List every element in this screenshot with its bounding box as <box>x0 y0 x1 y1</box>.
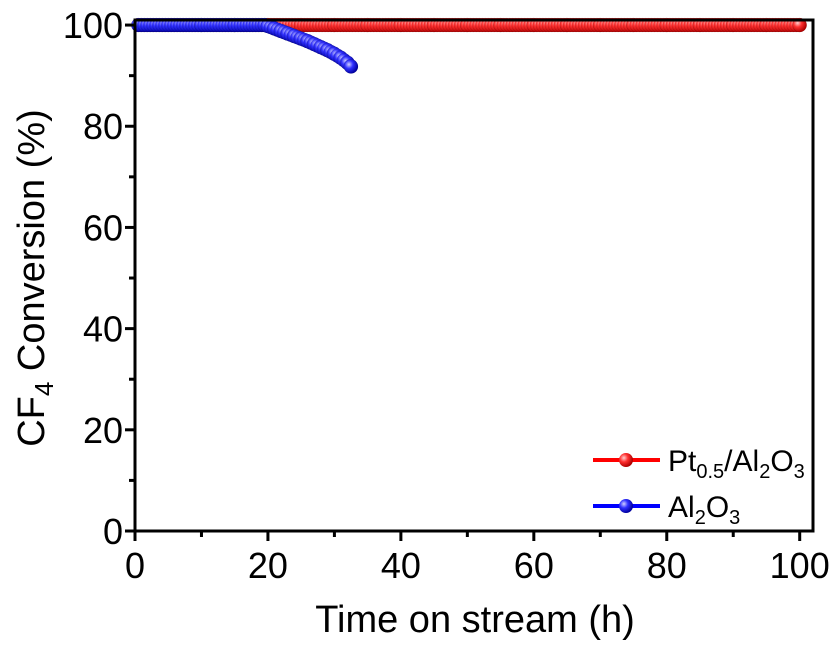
legend-label-al2o3: Al2O3 <box>668 491 740 529</box>
y-axis-title-subscript: 4 <box>29 382 59 396</box>
y-tick-label: 0 <box>103 511 123 552</box>
data-point <box>792 17 807 33</box>
y-tick-label: 60 <box>83 207 123 248</box>
x-tick-label: 60 <box>514 545 554 586</box>
legend-marker-pt <box>619 453 633 467</box>
y-axis-title-main: CF <box>11 396 53 447</box>
x-tick-label: 80 <box>647 545 687 586</box>
series-al2o3 <box>131 17 359 74</box>
plot-marks <box>131 17 807 74</box>
plot-frame <box>133 18 815 533</box>
legend: Pt0.5/Al2O3 Al2O3 <box>593 445 805 529</box>
x-tick-label: 0 <box>125 545 145 586</box>
x-tick-label: 20 <box>248 545 288 586</box>
data-point <box>343 59 359 74</box>
y-tick-label: 20 <box>83 410 123 451</box>
y-tick-label: 80 <box>83 106 123 147</box>
x-tick-label: 100 <box>770 545 830 586</box>
legend-marker-al2o3 <box>619 499 633 513</box>
x-axis-title: Time on stream (h) <box>315 599 635 641</box>
y-tick-label: 100 <box>63 5 123 46</box>
y-tick-label: 40 <box>83 309 123 350</box>
y-axis-title-rest: Conversion (%) <box>11 109 53 381</box>
legend-label-pt: Pt0.5/Al2O3 <box>668 445 805 483</box>
x-tick-label: 40 <box>381 545 421 586</box>
y-axis-title: CF4 Conversion (%) <box>11 109 59 447</box>
axes: 0 20 40 60 80 100 0 20 40 60 80 100 <box>63 5 830 586</box>
